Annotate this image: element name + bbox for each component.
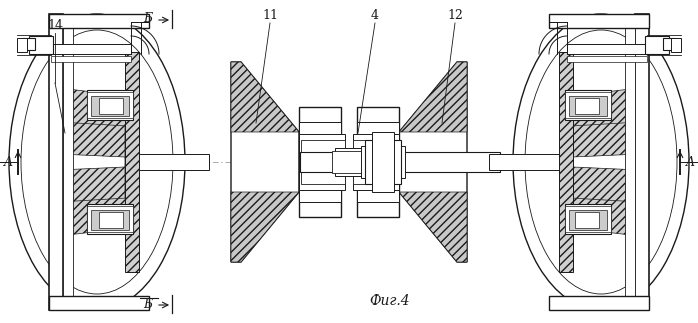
Bar xyxy=(51,56,131,62)
Bar xyxy=(565,204,611,234)
Bar xyxy=(575,98,599,114)
Bar xyxy=(372,132,394,192)
Bar xyxy=(365,140,401,184)
Bar xyxy=(299,107,341,217)
Bar xyxy=(125,52,139,272)
Text: Б: Б xyxy=(143,12,153,25)
Bar xyxy=(569,96,607,116)
Polygon shape xyxy=(399,192,467,262)
Bar xyxy=(299,122,341,202)
Polygon shape xyxy=(59,167,125,234)
Bar xyxy=(332,151,368,173)
Text: A: A xyxy=(3,155,13,169)
Text: A: A xyxy=(685,155,695,169)
Polygon shape xyxy=(59,88,127,126)
Ellipse shape xyxy=(21,30,173,294)
Bar xyxy=(567,44,647,54)
Bar xyxy=(549,14,649,28)
Bar xyxy=(567,56,647,62)
Ellipse shape xyxy=(561,102,641,222)
Bar xyxy=(565,92,611,118)
Bar xyxy=(63,24,73,300)
Ellipse shape xyxy=(573,124,629,200)
Text: 12: 12 xyxy=(447,8,463,22)
Bar xyxy=(559,52,573,272)
Polygon shape xyxy=(573,90,639,157)
Bar xyxy=(23,38,35,50)
Bar xyxy=(353,140,397,184)
Polygon shape xyxy=(399,62,467,262)
Bar xyxy=(29,36,53,54)
Text: Фиг.4: Фиг.4 xyxy=(370,294,410,308)
Polygon shape xyxy=(59,198,127,236)
Polygon shape xyxy=(231,192,299,262)
Bar xyxy=(569,210,607,230)
Bar xyxy=(91,96,129,116)
Bar xyxy=(663,38,675,50)
Bar xyxy=(87,92,133,118)
Polygon shape xyxy=(231,62,299,132)
Polygon shape xyxy=(231,62,299,262)
Bar xyxy=(91,210,129,230)
Text: 4: 4 xyxy=(371,8,379,22)
Bar xyxy=(357,107,399,217)
Bar xyxy=(625,24,635,300)
Bar xyxy=(635,14,649,310)
Polygon shape xyxy=(59,90,125,157)
Bar xyxy=(17,38,27,52)
Text: 11: 11 xyxy=(262,8,278,22)
Text: 14: 14 xyxy=(47,18,63,32)
Bar xyxy=(139,154,209,170)
Bar xyxy=(565,206,611,232)
Polygon shape xyxy=(573,167,639,234)
Ellipse shape xyxy=(57,102,137,222)
Bar xyxy=(99,98,123,114)
Bar xyxy=(299,134,345,190)
Bar xyxy=(575,212,599,228)
Bar xyxy=(353,134,399,190)
Bar xyxy=(99,212,123,228)
Bar xyxy=(51,44,131,54)
Bar xyxy=(361,146,405,178)
Ellipse shape xyxy=(525,30,677,294)
Bar xyxy=(87,90,133,120)
Bar xyxy=(645,36,669,54)
Bar xyxy=(549,296,649,310)
Bar xyxy=(49,14,63,310)
Ellipse shape xyxy=(513,14,689,310)
Ellipse shape xyxy=(9,14,185,310)
Bar xyxy=(489,154,559,170)
Bar xyxy=(49,296,149,310)
Bar xyxy=(671,38,681,52)
Polygon shape xyxy=(571,198,639,236)
Bar xyxy=(301,140,345,184)
Bar xyxy=(335,148,365,176)
Bar xyxy=(565,90,611,120)
Bar xyxy=(87,204,133,234)
Bar xyxy=(300,152,400,172)
Bar xyxy=(357,122,399,202)
Bar xyxy=(400,152,500,172)
Bar xyxy=(49,14,149,28)
Text: Б: Б xyxy=(143,298,153,311)
Ellipse shape xyxy=(69,124,125,200)
Polygon shape xyxy=(571,88,639,126)
Bar xyxy=(87,206,133,232)
Polygon shape xyxy=(399,62,467,132)
